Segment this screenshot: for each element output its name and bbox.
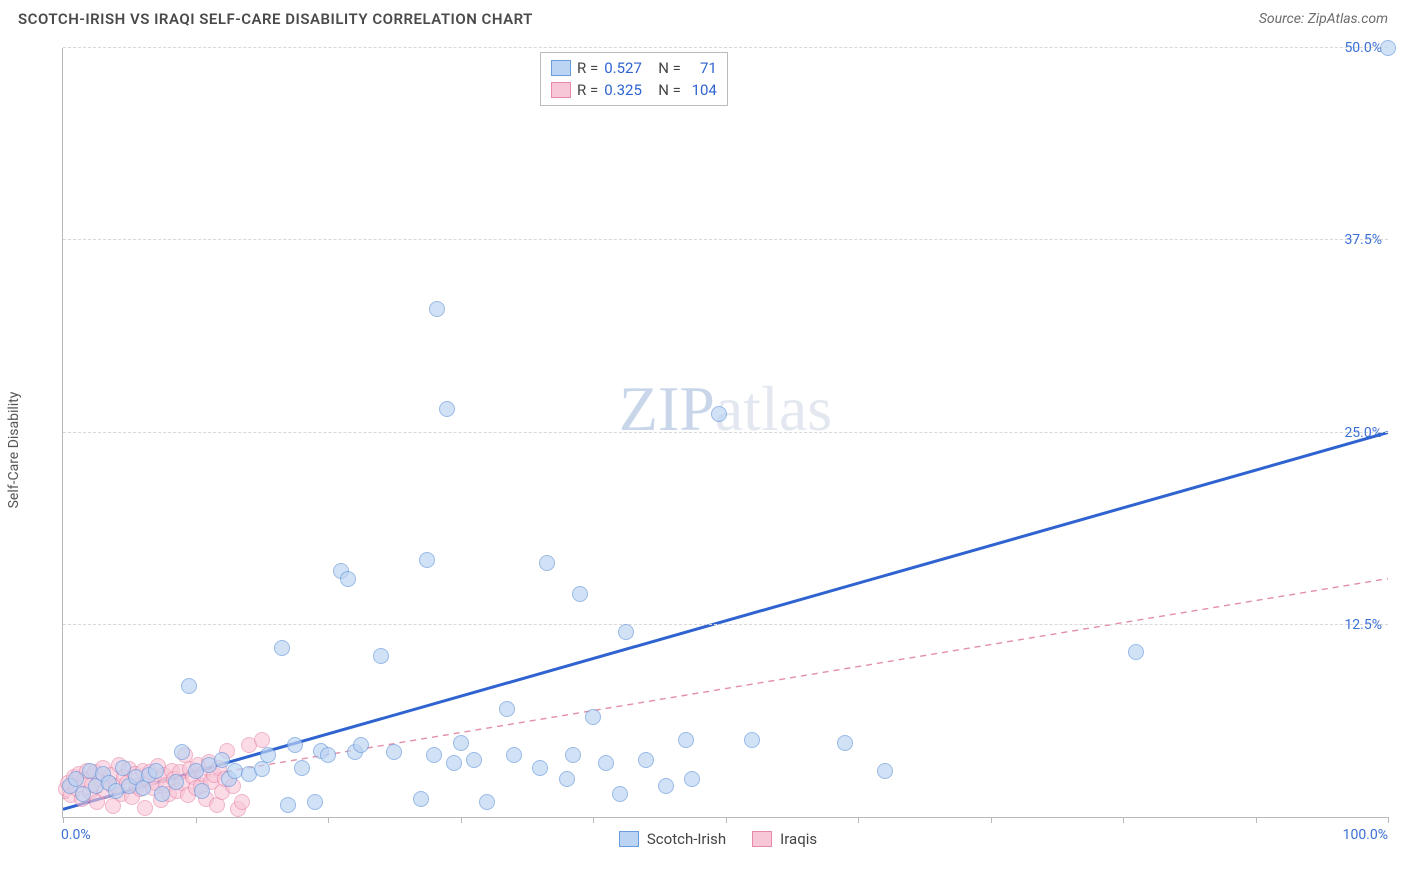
legend-item-1: Scotch-Irish <box>619 830 726 848</box>
data-point <box>307 794 323 810</box>
source-label: Source: ZipAtlas.com <box>1259 11 1388 27</box>
legend-label-1: Scotch-Irish <box>647 830 726 848</box>
data-point <box>340 571 356 587</box>
data-point <box>168 774 184 790</box>
data-point <box>618 624 634 640</box>
data-point <box>877 763 893 779</box>
data-point <box>446 755 462 771</box>
data-point <box>612 786 628 802</box>
data-point <box>429 301 445 317</box>
x-tick <box>858 817 859 823</box>
x-tick <box>328 817 329 823</box>
gridline <box>63 432 1388 433</box>
data-point <box>419 552 435 568</box>
data-point <box>137 800 153 816</box>
data-point <box>466 752 482 768</box>
data-point <box>499 701 515 717</box>
y-tick-label: 12.5% <box>1344 617 1382 633</box>
n-value-2: 104 <box>687 79 717 101</box>
data-point <box>413 791 429 807</box>
x-tick <box>1123 817 1124 823</box>
data-point <box>684 771 700 787</box>
data-point <box>598 755 614 771</box>
data-point <box>254 732 270 748</box>
data-point <box>559 771 575 787</box>
legend-swatch-2 <box>752 831 772 847</box>
data-point <box>572 586 588 602</box>
data-point <box>539 555 555 571</box>
plot-area: ZIPatlas R = 0.527 N = 71 R = 0.325 N = … <box>62 48 1388 818</box>
data-point <box>744 732 760 748</box>
gridline <box>63 47 1388 48</box>
stats-swatch-1 <box>551 60 571 76</box>
data-point <box>254 761 270 777</box>
data-point <box>638 752 654 768</box>
data-point <box>260 747 276 763</box>
data-point <box>506 747 522 763</box>
data-point <box>386 744 402 760</box>
data-point <box>234 794 250 810</box>
data-point <box>287 737 303 753</box>
data-point <box>280 797 296 813</box>
gridline <box>63 239 1388 240</box>
chart-container: Self-Care Disability ZIPatlas R = 0.527 … <box>48 48 1388 852</box>
data-point <box>711 406 727 422</box>
stats-row-1: R = 0.527 N = 71 <box>551 57 717 79</box>
data-point <box>658 778 674 794</box>
data-point <box>565 747 581 763</box>
n-label-1: N = <box>658 57 681 79</box>
r-label-1: R = <box>577 57 598 79</box>
data-point <box>194 783 210 799</box>
x-tick <box>593 817 594 823</box>
data-point <box>274 640 290 656</box>
data-point <box>294 760 310 776</box>
data-point <box>148 763 164 779</box>
n-value-1: 71 <box>687 57 717 79</box>
y-tick-label: 50.0% <box>1344 40 1382 56</box>
data-point <box>1128 644 1144 660</box>
stats-box: R = 0.527 N = 71 R = 0.325 N = 104 <box>540 52 728 106</box>
data-point <box>837 735 853 751</box>
data-point <box>154 786 170 802</box>
x-tick <box>1256 817 1257 823</box>
data-point <box>320 747 336 763</box>
y-tick-label: 25.0% <box>1344 425 1382 441</box>
x-tick <box>726 817 727 823</box>
x-tick <box>991 817 992 823</box>
legend-item-2: Iraqis <box>752 830 817 848</box>
data-point <box>1380 40 1396 56</box>
chart-title: SCOTCH-IRISH VS IRAQI SELF-CARE DISABILI… <box>18 10 533 28</box>
data-point <box>479 794 495 810</box>
x-tick <box>63 817 64 823</box>
stats-row-2: R = 0.325 N = 104 <box>551 79 717 101</box>
gridline <box>63 624 1388 625</box>
y-tick-label: 37.5% <box>1344 232 1382 248</box>
n-label-2: N = <box>658 79 681 101</box>
data-point <box>453 735 469 751</box>
x-tick <box>1388 817 1389 823</box>
x-tick <box>461 817 462 823</box>
legend-swatch-1 <box>619 831 639 847</box>
data-point <box>678 732 694 748</box>
bottom-legend: Scotch-Irish Iraqis <box>48 830 1388 848</box>
data-point <box>174 744 190 760</box>
r-value-1: 0.527 <box>604 57 652 79</box>
watermark-part1: ZIP <box>619 373 715 444</box>
r-label-2: R = <box>577 79 598 101</box>
x-tick <box>196 817 197 823</box>
y-axis-label: Self-Care Disability <box>6 392 22 509</box>
legend-label-2: Iraqis <box>780 830 817 848</box>
data-point <box>373 648 389 664</box>
r-value-2: 0.325 <box>604 79 652 101</box>
data-point <box>532 760 548 776</box>
data-point <box>426 747 442 763</box>
data-point <box>353 737 369 753</box>
data-point <box>181 678 197 694</box>
watermark-part2: atlas <box>715 373 832 444</box>
data-point <box>439 401 455 417</box>
stats-swatch-2 <box>551 82 571 98</box>
data-point <box>585 709 601 725</box>
